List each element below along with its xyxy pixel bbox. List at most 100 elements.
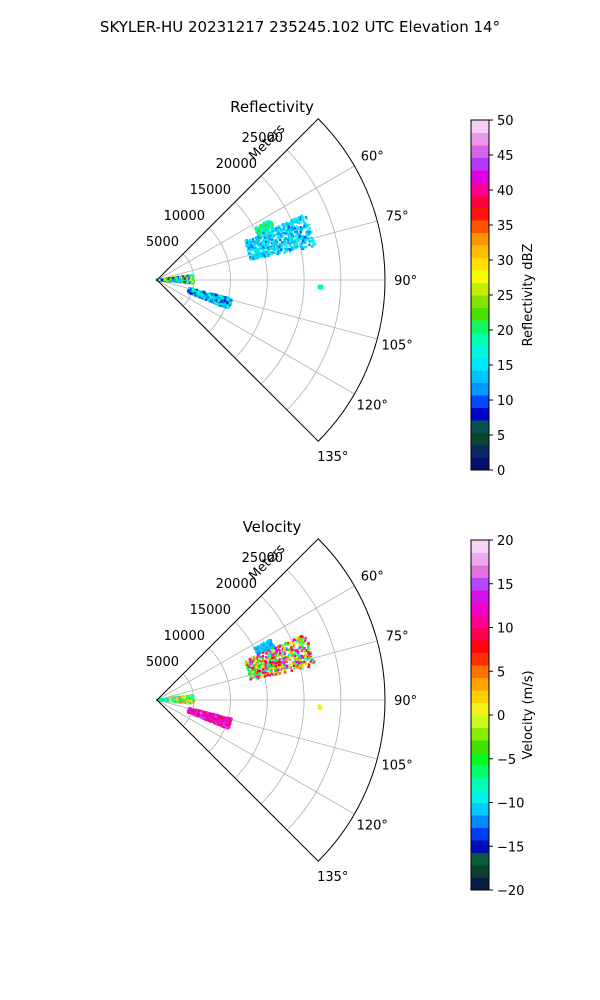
echo-gate (295, 656, 299, 659)
echo-gate (275, 667, 278, 671)
echo-gate (284, 231, 287, 235)
echo-gate (303, 238, 306, 241)
echo-gate (207, 294, 210, 297)
echo-gate (274, 650, 277, 653)
echo-gate (263, 224, 266, 227)
echo-gate (196, 293, 199, 296)
echo-gate (274, 669, 277, 672)
echo-gate (301, 247, 304, 251)
echo-gate (309, 652, 312, 655)
echo-gate (265, 239, 269, 242)
colorbar: 0 5 10 15 20 25 30 35 40 45 50 Reflectivity dBZ (470, 114, 536, 479)
echo-gate (264, 647, 267, 651)
range-tick-label: 20000 (216, 157, 257, 172)
echo-gate (313, 243, 316, 246)
echo-gate (212, 293, 215, 297)
echo-gate (199, 709, 203, 713)
echo-gate (273, 240, 276, 244)
colorbar-segment (471, 432, 489, 446)
echo-gate (257, 649, 261, 653)
echo-gate (293, 654, 297, 657)
echo-gate (173, 700, 177, 703)
echo-gate (304, 649, 308, 652)
echo-gate (298, 654, 301, 658)
echo-gate (291, 648, 294, 652)
echo-gate (317, 704, 321, 708)
echo-gate (303, 639, 307, 642)
echo-gate (288, 248, 292, 252)
echo-gate (220, 716, 224, 719)
echo-gate (255, 677, 258, 680)
echo-gate (279, 248, 283, 251)
colorbar-label: Reflectivity dBZ (521, 244, 536, 347)
echo-gate (251, 660, 255, 663)
echo-gate (257, 651, 261, 655)
echo-gate (256, 227, 259, 230)
echo-gate (230, 299, 233, 302)
echo-gate (189, 288, 192, 291)
echo-gate (206, 296, 209, 299)
echo-gate (247, 672, 251, 676)
echo-gate (266, 666, 269, 669)
echo-gate (189, 694, 193, 697)
echo-gate (215, 722, 218, 725)
echo-gate (268, 650, 271, 653)
echo-gate (210, 298, 213, 301)
echo-gate (213, 298, 216, 301)
echo-gate (275, 240, 278, 243)
echo-gate (271, 672, 274, 676)
echo-gate (176, 279, 179, 282)
echo-gate (289, 238, 293, 242)
echo-gate (298, 666, 302, 669)
echo-gate (281, 668, 285, 672)
echo-gate (285, 222, 288, 225)
panel-title: Velocity (243, 518, 302, 536)
echo-gate (268, 671, 271, 674)
echo-gate (227, 720, 230, 723)
echo-gate (265, 237, 268, 241)
echo-gate (190, 281, 193, 284)
echo-gate (301, 218, 304, 222)
echo-gate (271, 663, 274, 667)
echo-gate (256, 651, 259, 655)
echo-gate (277, 232, 280, 235)
echo-gate (261, 248, 265, 251)
echo-gate (259, 645, 262, 649)
echo-gate (274, 226, 278, 230)
echo-gate (229, 719, 232, 722)
echo-gate (226, 297, 230, 300)
echo-gate (262, 662, 265, 665)
echo-gate (275, 246, 279, 250)
echo-gate (299, 657, 302, 660)
echo-gate (178, 276, 181, 279)
echo-gate (186, 697, 189, 700)
echo-gate (222, 716, 225, 719)
echo-gate (294, 243, 297, 247)
echo-gate (278, 651, 282, 655)
colorbar-tick-label: 0 (497, 464, 505, 479)
echo-gate (210, 292, 213, 296)
echo-gate (197, 294, 200, 298)
echo-gate (300, 228, 304, 231)
echo-gate (288, 236, 292, 240)
echo-gate (272, 227, 276, 231)
echo-gate (282, 660, 285, 663)
echo-gate (218, 298, 222, 301)
echo-gate (276, 669, 279, 672)
echo-gate (266, 659, 270, 662)
echo-gate (271, 656, 274, 660)
echo-gate (214, 296, 218, 300)
echo-gate (295, 218, 299, 221)
echo-gate (283, 237, 287, 240)
echo-gate (190, 709, 193, 712)
echo-gate (190, 274, 193, 277)
echo-gate (187, 274, 191, 277)
echo-gate (268, 646, 272, 650)
echo-gate (204, 298, 207, 301)
azimuth-tick-label: 60° (361, 570, 384, 585)
echo-gate (211, 713, 215, 717)
echo-gate (272, 667, 276, 670)
echo-gate (255, 666, 258, 669)
echo-gate (248, 662, 251, 665)
echo-gate (198, 290, 201, 293)
